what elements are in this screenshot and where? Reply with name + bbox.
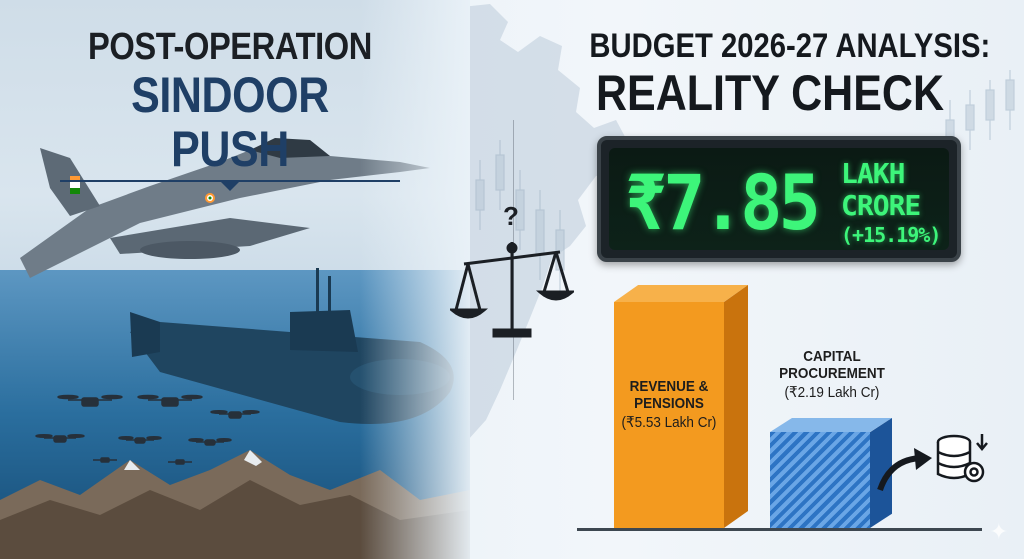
background-candlestick-chart xyxy=(475,70,1015,300)
left-title-line2: SINDOOR PUSH xyxy=(131,67,329,177)
budget-total-amount: ₹7.85 xyxy=(625,158,821,247)
mountains xyxy=(0,450,470,559)
budget-total-display: ₹7.85 LAKH CRORE (+15.19%) xyxy=(597,136,961,262)
database-gear-icon xyxy=(936,434,988,483)
left-title: POST-OPERATION SINDOOR PUSH xyxy=(40,26,420,191)
right-title: BUDGET 2026-27 ANALYSIS: REALITY CHECK xyxy=(560,26,991,121)
military-photo-panel: POST-OPERATION SINDOOR PUSH xyxy=(0,0,470,559)
left-title-line1: POST-OPERATION xyxy=(88,26,372,68)
capital-bar-title: CAPITAL PROCUREMENT xyxy=(779,348,885,382)
right-title-line2: REALITY CHECK xyxy=(595,65,945,121)
revenue-bar-side xyxy=(724,285,748,528)
drone-icon xyxy=(35,394,260,465)
question-mark: ? xyxy=(503,201,519,231)
right-title-line1: BUDGET 2026-27 ANALYSIS: xyxy=(589,27,991,65)
capital-bar-value: (₹2.19 Lakh Cr) xyxy=(784,384,880,401)
revenue-bar-value: (₹5.53 Lakh Cr) xyxy=(621,414,717,431)
capital-bar-side xyxy=(870,418,892,528)
revenue-bar-title: REVENUE & PENSIONS xyxy=(629,378,709,412)
capital-procurement-bar xyxy=(770,432,870,528)
capital-bar-top xyxy=(770,418,892,432)
budget-unit-lakh: LAKH xyxy=(841,157,905,190)
sparkle-icon: ✦ xyxy=(989,520,1008,545)
arrow-icon xyxy=(877,448,932,492)
capital-bar-label: CAPITAL PROCUREMENT (₹2.19 Lakh Cr) xyxy=(762,348,902,402)
title-underline-pointer xyxy=(60,180,400,191)
scale-icon xyxy=(450,242,574,338)
revenue-bar-label: REVENUE & PENSIONS (₹5.53 Lakh Cr) xyxy=(614,378,724,432)
revenue-bar-top xyxy=(614,285,748,302)
budget-change-percent: (+15.19%) xyxy=(841,223,941,247)
revenue-pensions-bar xyxy=(614,302,724,528)
budget-unit-crore: CRORE xyxy=(841,189,921,222)
budget-unit: LAKH CRORE (+15.19%) xyxy=(841,157,941,248)
bar-baseline xyxy=(577,528,982,531)
